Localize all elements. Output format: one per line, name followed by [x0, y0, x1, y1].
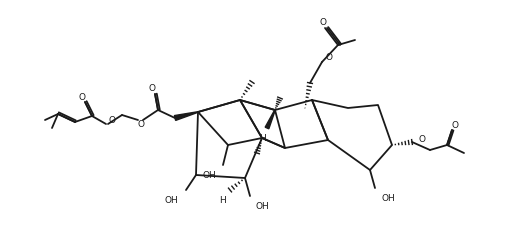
- Text: O: O: [326, 53, 332, 62]
- Text: H: H: [220, 195, 226, 204]
- Text: OH: OH: [164, 195, 178, 204]
- Text: O: O: [451, 121, 459, 129]
- Text: OH: OH: [255, 201, 269, 210]
- Text: O: O: [79, 92, 85, 102]
- Text: O: O: [138, 120, 144, 128]
- Polygon shape: [265, 110, 275, 129]
- Text: O: O: [148, 83, 156, 92]
- Text: OH: OH: [202, 171, 216, 180]
- Text: O: O: [109, 116, 115, 124]
- Text: O: O: [320, 17, 327, 26]
- Text: O: O: [418, 134, 425, 143]
- Polygon shape: [174, 112, 198, 121]
- Text: H: H: [260, 133, 266, 142]
- Text: OH: OH: [382, 193, 396, 202]
